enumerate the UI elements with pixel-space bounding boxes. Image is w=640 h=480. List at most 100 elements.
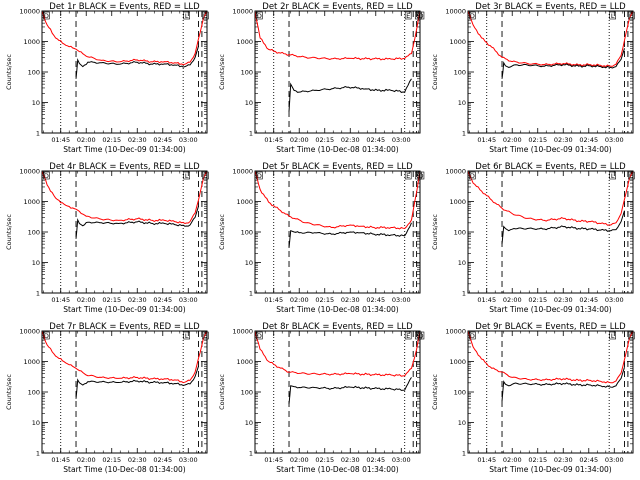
y-tick-label: 1	[249, 290, 253, 298]
marker-letter-box	[183, 331, 190, 340]
y-tick-label: 10	[32, 419, 40, 427]
chart-title: Det 5r BLACK = Events, RED = LLD	[262, 162, 413, 172]
marker-letter: S	[416, 332, 420, 340]
y-axis-label: Counts/sec	[431, 214, 439, 250]
x-axis-label: Start Time (10-Dec-09 01:34:00)	[489, 305, 611, 314]
y-tick-label: 100	[454, 389, 466, 397]
x-tick-label: 01:45	[51, 296, 70, 304]
marker-letter: D	[470, 172, 475, 180]
x-tick-label: 02:45	[366, 456, 385, 464]
marker-letter: L	[611, 12, 615, 20]
marker-letter-box	[256, 171, 263, 180]
x-tick-label: 03:00	[179, 136, 198, 144]
x-tick-label: 02:45	[153, 456, 172, 464]
y-tick-label: 1	[249, 450, 253, 458]
marker-letter-box	[43, 11, 50, 20]
y-axis-label: Counts/sec	[5, 214, 13, 250]
y-tick-label: 1	[249, 130, 253, 138]
y-axis-label: Counts/sec	[218, 214, 226, 250]
marker-letter-box	[183, 11, 190, 20]
x-axis-label: Start Time (10-Dec-08 01:34:00)	[276, 305, 398, 314]
chart-title: Det 9r BLACK = Events, RED = LLD	[475, 322, 626, 332]
y-tick-label: 100	[241, 69, 253, 77]
plot-frame	[467, 10, 634, 134]
chart-title: Det 8r BLACK = Events, RED = LLD	[262, 322, 413, 332]
chart-panel-7r: Det 7r BLACK = Events, RED = LLD Counts/s…	[5, 322, 209, 474]
x-tick-label: 02:00	[77, 136, 96, 144]
marker-letter: L	[611, 332, 615, 340]
events-series-line	[75, 366, 199, 399]
marker-letter-box	[469, 11, 476, 20]
y-tick-label: 1000	[449, 198, 466, 206]
x-tick-label: 02:00	[503, 456, 522, 464]
plot-frame	[467, 330, 634, 454]
y-tick-label: 1000	[23, 198, 40, 206]
x-tick-label: 02:30	[341, 296, 360, 304]
series-group	[255, 171, 420, 248]
marker-letter-box	[628, 171, 635, 180]
marker-letter-box	[628, 331, 635, 340]
events-series-line	[288, 222, 412, 248]
x-tick-label: 02:30	[128, 136, 147, 144]
marker-letter-box	[417, 11, 425, 20]
y-tick-label: 100	[28, 229, 40, 237]
x-tick-label: 02:30	[128, 296, 147, 304]
x-tick-label: 02:15	[315, 296, 334, 304]
events-series-line	[501, 210, 625, 245]
marker-letter: D	[257, 12, 262, 20]
series-group	[468, 331, 633, 402]
x-tick-label: 02:30	[554, 136, 573, 144]
x-tick-label: 02:45	[153, 136, 172, 144]
marker-letter: L	[185, 12, 189, 20]
lld-series-line	[255, 331, 420, 377]
x-tick-label: 02:30	[554, 456, 573, 464]
series-group	[42, 331, 207, 399]
plot-frame	[467, 170, 634, 294]
marker-letter: D	[44, 172, 49, 180]
y-tick-label: 100	[454, 69, 466, 77]
y-tick-label: 100	[454, 229, 466, 237]
marker-letter: D	[203, 12, 208, 20]
x-tick-label: 03:00	[392, 296, 411, 304]
x-tick-label: 02:00	[77, 296, 96, 304]
marker-letter: S	[416, 172, 420, 180]
chart-panel-3r: Det 3r BLACK = Events, RED = LLD Counts/s…	[431, 2, 635, 154]
y-tick-label: 10	[32, 259, 40, 267]
y-axis-label: Counts/sec	[218, 374, 226, 410]
lld-series-line	[255, 171, 420, 230]
x-tick-label: 01:45	[477, 296, 496, 304]
lld-series-line	[468, 331, 633, 384]
x-tick-label: 03:00	[605, 136, 624, 144]
chart-panel-5r: Det 5r BLACK = Events, RED = LLD Counts/s…	[218, 162, 425, 314]
y-tick-label: 10000	[19, 328, 40, 336]
lld-series-line	[468, 11, 633, 68]
x-tick-label: 01:45	[264, 296, 283, 304]
x-tick-label: 01:45	[477, 456, 496, 464]
chart-panel-9r: Det 9r BLACK = Events, RED = LLD Counts/s…	[431, 322, 635, 474]
y-tick-label: 10	[245, 419, 253, 427]
marker-letter-box	[469, 331, 476, 340]
y-tick-label: 10	[245, 259, 253, 267]
y-tick-label: 1000	[236, 358, 253, 366]
x-tick-label: 02:30	[128, 456, 147, 464]
x-tick-label: 02:45	[579, 296, 598, 304]
y-tick-label: 10	[458, 419, 466, 427]
x-tick-label: 02:45	[366, 296, 385, 304]
y-tick-label: 1000	[449, 38, 466, 46]
y-axis-label: Counts/sec	[218, 54, 226, 90]
events-series-line	[75, 206, 199, 239]
marker-letter: L	[185, 172, 189, 180]
y-tick-label: 1000	[23, 358, 40, 366]
marker-letter-box	[183, 171, 190, 180]
y-tick-label: 10	[458, 99, 466, 107]
series-group	[255, 11, 420, 112]
marker-letter: D	[629, 332, 634, 340]
chart-panel-6r: Det 6r BLACK = Events, RED = LLD Counts/s…	[431, 162, 635, 314]
marker-letter: D	[203, 332, 208, 340]
x-tick-label: 02:15	[315, 136, 334, 144]
x-tick-label: 02:15	[528, 456, 547, 464]
y-tick-label: 100	[28, 389, 40, 397]
y-tick-label: 100	[241, 389, 253, 397]
x-tick-label: 01:45	[477, 136, 496, 144]
